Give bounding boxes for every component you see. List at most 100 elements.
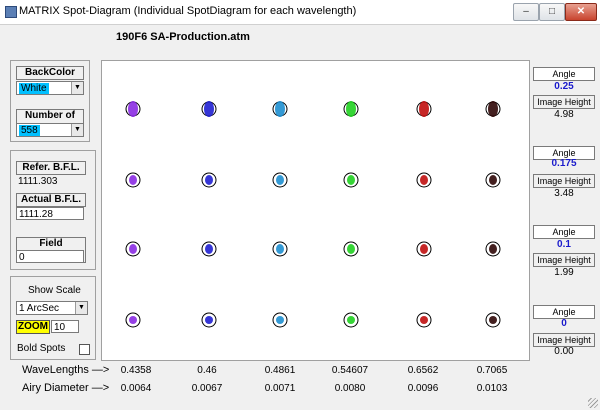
image-height-value: 4.98 [554, 109, 574, 120]
spot-diagram-plot [101, 60, 530, 361]
airy-disk-circle [343, 312, 359, 328]
spot-r2-c4 [416, 241, 432, 257]
minimize-button[interactable]: – [513, 3, 539, 21]
close-button[interactable]: ✕ [565, 3, 597, 21]
matrix-app-icon [5, 6, 17, 18]
wavelength-value: 0.54607 [331, 365, 369, 376]
zoom-button[interactable]: ZOOM [16, 320, 50, 334]
resize-grip[interactable] [588, 398, 598, 408]
spot-r1-c0 [125, 172, 141, 188]
image-height-value: 3.48 [554, 188, 574, 199]
wavelengths-label: WaveLengths [22, 364, 89, 376]
ray-spot [276, 244, 284, 254]
airy-disk-circle [125, 312, 141, 328]
spot-r1-c4 [416, 172, 432, 188]
ray-spot [276, 175, 284, 185]
display-options-panel: BackColor White ▼ Number of rays 558 ▼ [10, 60, 90, 142]
spot-r3-c5 [485, 312, 501, 328]
spot-r2-c1 [201, 241, 217, 257]
airy-row-label: Airy Diameter —> [22, 382, 109, 394]
wavelength-value: 0.7065 [476, 365, 508, 376]
airy-value: 0.0096 [407, 383, 439, 394]
maximize-button[interactable]: □ [539, 3, 565, 21]
airy-value: 0.0071 [264, 383, 296, 394]
bold-spots-label: Bold Spots [17, 343, 66, 354]
spot-r3-c4 [416, 312, 432, 328]
spot-diagram-canvas [125, 101, 501, 328]
actual-bfl-input[interactable]: 1111.28 [16, 207, 84, 220]
spot-r2-c2 [272, 241, 288, 257]
airy-disk-circle [201, 172, 217, 188]
spot-r1-c3 [343, 172, 359, 188]
bold-spots-checkbox[interactable] [79, 344, 90, 355]
spot-r3-c0 [125, 312, 141, 328]
image-height-label: Image Height [533, 95, 595, 109]
ray-spot [204, 101, 214, 117]
spot-r0-c5 [485, 101, 501, 117]
airy-disk-circle [343, 241, 359, 257]
angle-label: Angle [533, 67, 595, 81]
show-scale-label: Show Scale [28, 285, 81, 296]
backcolor-value: White [19, 83, 49, 94]
ray-spot [347, 244, 355, 254]
scale-panel: Show Scale 1 ArcSec ▼ ZOOM 10 Bold Spots [10, 276, 96, 360]
airy-disk-circle [272, 312, 288, 328]
spot-r1-c1 [201, 172, 217, 188]
wavelength-value: 0.4358 [120, 365, 152, 376]
ray-spot [129, 316, 137, 324]
spot-r1-c5 [485, 172, 501, 188]
wavelength-value: 0.6562 [407, 365, 439, 376]
spot-r2-c0 [125, 241, 141, 257]
spot-r0-c4 [416, 101, 432, 117]
wavelength-value: 0.4861 [264, 365, 296, 376]
spot-r0-c3 [343, 101, 359, 117]
ray-spot [205, 175, 213, 185]
image-height-value: 1.99 [554, 267, 574, 278]
scale-select[interactable]: 1 ArcSec ▼ [16, 301, 88, 315]
airy-disk-circle [201, 312, 217, 328]
focus-panel: Refer. B.F.L. 1111.303 Actual B.F.L. 111… [10, 150, 96, 270]
window-title: MATRIX Spot-Diagram (Individual SpotDiag… [19, 5, 357, 17]
refer-bfl-value: 1111.303 [18, 176, 58, 187]
angle-value: 0 [561, 318, 567, 329]
backcolor-select[interactable]: White ▼ [16, 81, 84, 95]
airy-value: 0.0064 [120, 383, 152, 394]
angle-label: Angle [533, 225, 595, 239]
arrow-icon: —> [91, 364, 110, 376]
airy-value: 0.0080 [334, 383, 366, 394]
ray-spot [129, 244, 137, 254]
zoom-input[interactable]: 10 [51, 320, 79, 333]
airy-disk-circle [485, 172, 501, 188]
airy-disk-circle [416, 172, 432, 188]
image-height-label: Image Height [533, 333, 595, 347]
field-curv-input[interactable]: 0 [16, 250, 84, 263]
scale-value: 1 ArcSec [19, 303, 60, 314]
chevron-down-icon[interactable]: ▼ [75, 302, 87, 314]
ray-spot [489, 316, 497, 324]
refer-bfl-label: Refer. B.F.L. [16, 161, 86, 175]
ray-spot [420, 175, 428, 185]
rays-select[interactable]: 558 ▼ [16, 123, 84, 137]
ray-spot [276, 316, 284, 324]
airy-disk-circle [485, 241, 501, 257]
wavelengths-row-label: WaveLengths —> [22, 364, 109, 376]
chevron-down-icon[interactable]: ▼ [71, 124, 83, 136]
airy-disk-circle [416, 312, 432, 328]
chevron-down-icon[interactable]: ▼ [71, 82, 83, 94]
ray-spot [205, 244, 213, 254]
spot-r1-c2 [272, 172, 288, 188]
spot-r3-c1 [201, 312, 217, 328]
ray-spot [489, 175, 497, 185]
airy-disk-circle [125, 241, 141, 257]
ray-spot [347, 316, 355, 324]
angle-value: 0.175 [551, 158, 577, 169]
airy-disk-circle [125, 172, 141, 188]
airy-disk-circle [272, 172, 288, 188]
image-height-label: Image Height [533, 253, 595, 267]
airy-value: 0.0067 [191, 383, 223, 394]
airy-disk-circle [272, 241, 288, 257]
spot-r3-c3 [343, 312, 359, 328]
actual-bfl-label: Actual B.F.L. [16, 193, 86, 207]
airy-disk-circle [343, 172, 359, 188]
arrow-icon: —> [91, 382, 110, 394]
